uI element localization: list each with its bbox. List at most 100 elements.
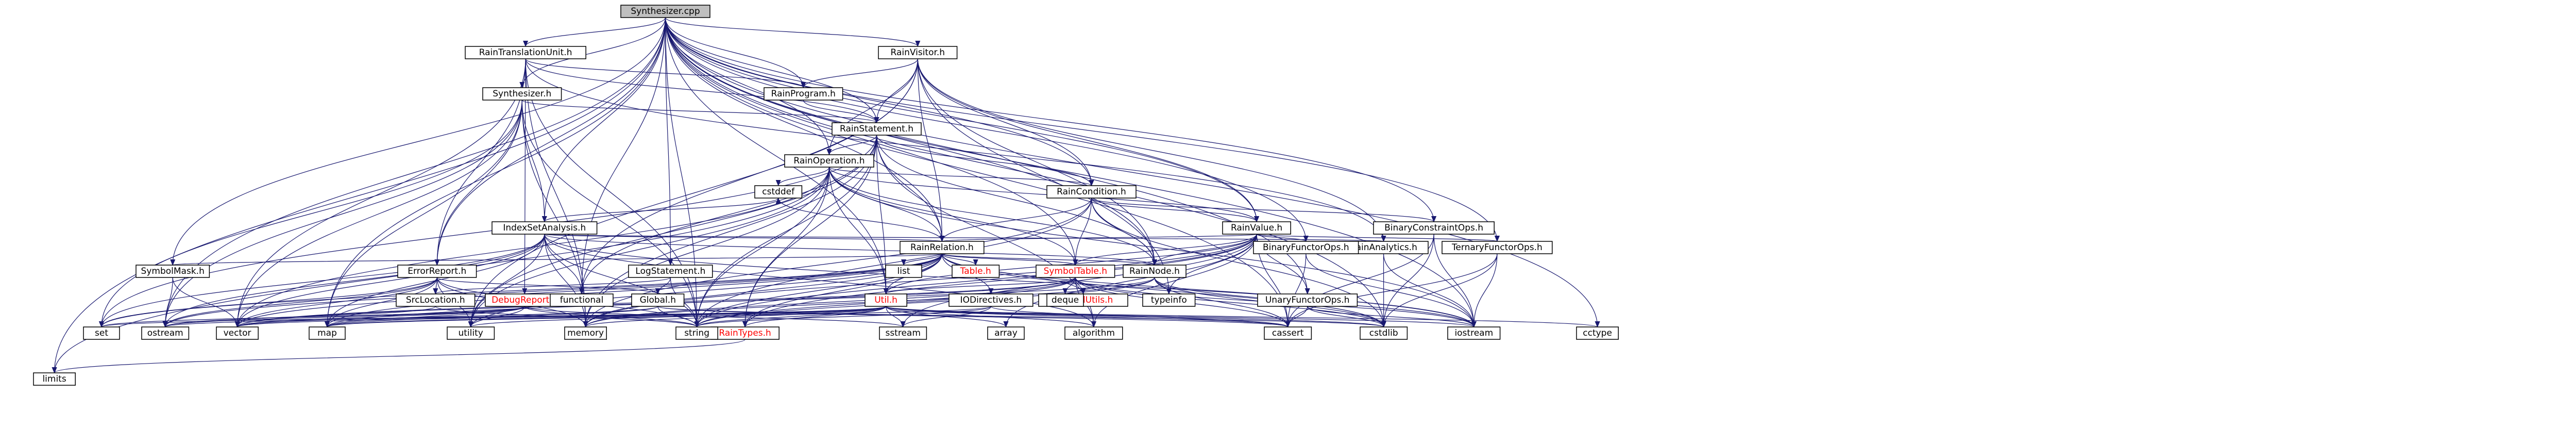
- node-indexset[interactable]: IndexSetAnalysis.h: [492, 221, 598, 235]
- edge-synth_cpp-to-indexset: [541, 17, 666, 222]
- node-typeinfo[interactable]: typeinfo: [1142, 293, 1196, 307]
- edge-unaryfunctor-to-cassert: [1285, 306, 1308, 327]
- node-symbolmask[interactable]: SymbolMask.h: [135, 265, 210, 278]
- edge-util-to-iostream: [886, 306, 1477, 327]
- node-list[interactable]: list: [885, 265, 922, 278]
- edge-iodirectives-to-cassert: [990, 306, 1291, 327]
- node-synth_h[interactable]: Synthesizer.h: [482, 87, 562, 101]
- edge-rainvisitor-to-rainstatement: [874, 58, 918, 123]
- edge-synth_cpp-to-util: [665, 17, 889, 294]
- node-iostream[interactable]: iostream: [1447, 326, 1501, 340]
- node-deque[interactable]: deque: [1046, 293, 1084, 307]
- node-rainprogram[interactable]: RainProgram.h: [764, 87, 843, 101]
- node-label: SymbolTable.h: [1044, 266, 1107, 276]
- edge-rainvisitor-to-rainoperation: [826, 58, 918, 155]
- node-rainoperation[interactable]: RainOperation.h: [784, 154, 874, 168]
- edge-srclocation-to-ostream: [162, 306, 436, 327]
- node-binfunctor[interactable]: BinaryFunctorOps.h: [1253, 241, 1359, 254]
- node-srclocation[interactable]: SrcLocation.h: [396, 293, 476, 307]
- node-label: cstdlib: [1369, 328, 1398, 338]
- node-label: BinaryFunctorOps.h: [1263, 242, 1349, 253]
- edge-indexset-to-rainrelation: [544, 234, 944, 242]
- edge-rainrelation-to-rainnode: [941, 253, 1157, 266]
- node-rainvalue[interactable]: RainValue.h: [1222, 221, 1291, 235]
- node-box: [784, 154, 874, 168]
- node-label: iostream: [1454, 328, 1493, 338]
- node-label: RainStatement.h: [840, 124, 913, 134]
- node-rainstatement[interactable]: RainStatement.h: [832, 122, 922, 136]
- node-rainnode[interactable]: RainNode.h: [1123, 265, 1187, 278]
- node-cctype[interactable]: cctype: [1576, 326, 1619, 340]
- node-label: sstream: [885, 328, 920, 338]
- node-label: Global.h: [640, 295, 676, 305]
- node-rainvisitor[interactable]: RainVisitor.h: [878, 46, 958, 59]
- node-ternfunctor[interactable]: TernaryFunctorOps.h: [1442, 241, 1553, 254]
- node-box: [550, 293, 614, 307]
- node-map[interactable]: map: [309, 326, 346, 340]
- node-label: typeinfo: [1151, 295, 1187, 305]
- edge-errorreport-to-ostream: [162, 277, 437, 327]
- node-box: [628, 265, 713, 278]
- node-memory[interactable]: memory: [564, 326, 607, 340]
- node-ostream[interactable]: ostream: [141, 326, 190, 340]
- node-functional[interactable]: functional: [550, 293, 614, 307]
- edge-rainvalue-to-typeinfo: [1166, 234, 1257, 294]
- edge-rainvisitor-to-rainnode: [917, 58, 1157, 266]
- node-algorithm[interactable]: algorithm: [1064, 326, 1123, 340]
- node-limits[interactable]: limits: [33, 372, 76, 386]
- node-errorreport[interactable]: ErrorReport.h: [397, 265, 477, 278]
- node-string[interactable]: string: [675, 326, 718, 340]
- node-logstatement[interactable]: LogStatement.h: [628, 265, 713, 278]
- node-label: array: [994, 328, 1018, 338]
- edge-synth_cpp-to-cstdlib: [665, 17, 1386, 327]
- edge-rainstatement-to-memory: [583, 135, 877, 327]
- node-symboltable[interactable]: SymbolTable.h: [1036, 265, 1115, 278]
- node-box: [447, 326, 495, 340]
- node-label: list: [897, 266, 910, 276]
- node-raintypes[interactable]: RainTypes.h: [710, 326, 779, 340]
- edge-binfunctor-to-iostream: [1306, 253, 1477, 327]
- edge-rainanalytics-to-iostream: [1383, 253, 1477, 327]
- node-cassert[interactable]: cassert: [1264, 326, 1312, 340]
- node-iodirectives[interactable]: IODirectives.h: [948, 293, 1033, 307]
- edge-synth_cpp-to-symbolmask: [170, 17, 666, 266]
- edge-synth_h-to-ostream: [162, 100, 522, 327]
- node-label: utility: [459, 328, 483, 338]
- edge-rainvisitor-to-typeinfo: [917, 58, 1172, 294]
- edge-rainvisitor-to-rainvalue: [917, 58, 1260, 222]
- node-label: IndexSetAnalysis.h: [503, 223, 586, 233]
- node-set[interactable]: set: [83, 326, 120, 340]
- edge-rainrelation-to-list: [901, 253, 942, 266]
- edge-rainoperation-to-rainvalue: [828, 167, 1259, 222]
- node-synth_cpp[interactable]: Synthesizer.cpp: [620, 5, 710, 18]
- node-vector[interactable]: vector: [216, 326, 259, 340]
- edge-rainvalue-to-ternfunctor: [1256, 234, 1500, 242]
- node-label: RainTypes.h: [719, 328, 771, 338]
- node-raintu[interactable]: RainTranslationUnit.h: [465, 46, 586, 59]
- edge-synth_h-to-memory: [521, 100, 588, 327]
- edge-rainstatement-to-rainrelation: [876, 135, 945, 242]
- node-raincondition[interactable]: RainCondition.h: [1046, 185, 1137, 199]
- node-global[interactable]: Global.h: [631, 293, 685, 307]
- edge-rainvisitor-to-rainanalytics: [917, 58, 1386, 242]
- node-binconstraint[interactable]: BinaryConstraintOps.h: [1373, 221, 1495, 235]
- node-cstdlib[interactable]: cstdlib: [1360, 326, 1408, 340]
- edge-synth_cpp-to-synth_h: [519, 17, 666, 88]
- edge-raintypes-to-limits: [52, 339, 745, 373]
- edge-rainvisitor-to-rainrelation: [917, 58, 945, 242]
- edge-rainvisitor-to-rainprogram: [801, 58, 918, 88]
- edge-debugreport-to-set: [99, 306, 525, 327]
- node-array[interactable]: array: [987, 326, 1025, 340]
- node-util[interactable]: Util.h: [865, 293, 907, 307]
- node-sstream[interactable]: sstream: [879, 326, 927, 340]
- node-unaryfunctor[interactable]: UnaryFunctorOps.h: [1257, 293, 1358, 307]
- node-rainrelation[interactable]: RainRelation.h: [900, 241, 985, 254]
- node-box: [1442, 241, 1553, 254]
- edge-raincondition-to-string: [694, 198, 1092, 327]
- node-table[interactable]: Table.h: [952, 265, 1000, 278]
- node-cstddef[interactable]: cstddef: [754, 185, 803, 199]
- edge-synth_cpp-to-rainprogram: [665, 17, 806, 88]
- node-box: [83, 326, 120, 340]
- node-utility[interactable]: utility: [447, 326, 495, 340]
